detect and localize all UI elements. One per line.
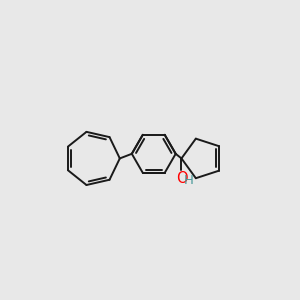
Text: H: H <box>184 174 193 187</box>
Text: O: O <box>176 171 187 186</box>
